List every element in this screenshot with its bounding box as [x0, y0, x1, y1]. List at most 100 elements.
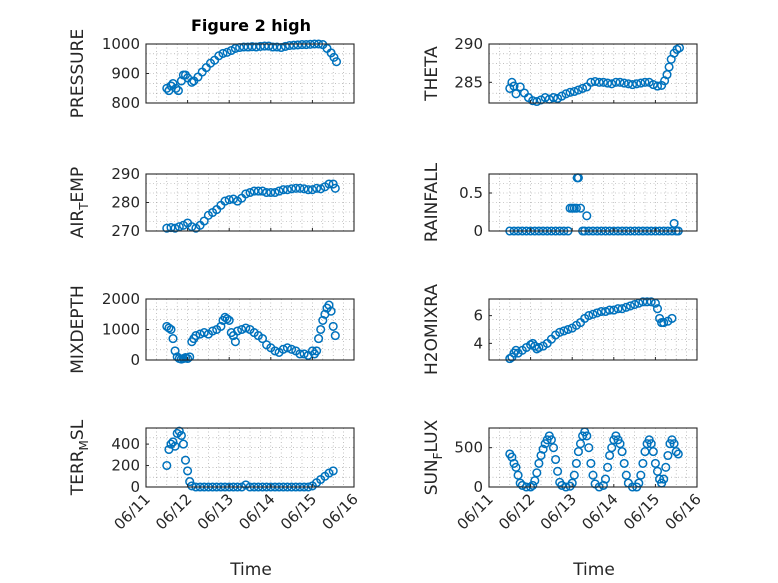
x-tick-label: 06/11 [454, 490, 497, 533]
data-point [573, 85, 583, 95]
data-point [185, 352, 195, 362]
y-axis-label: THETA [422, 46, 442, 102]
y-axis-label-main: AIR [68, 210, 88, 239]
y-axis-label-main: TERR [68, 450, 88, 496]
y-tick-label: 400 [111, 435, 140, 453]
data-point [282, 185, 292, 195]
y-axis-label-main: MIXDEPTH [68, 285, 88, 374]
y-axis-label: PRESSURE [68, 29, 88, 118]
data-point [168, 437, 178, 447]
data-point [257, 186, 268, 196]
data-point [648, 80, 658, 90]
data-point [299, 349, 309, 359]
data-point [295, 183, 305, 193]
data-point [307, 185, 317, 195]
data-point [299, 184, 309, 194]
data-point [180, 455, 191, 465]
data-point [174, 426, 184, 436]
y-tick-label: 270 [111, 222, 140, 240]
data-point [176, 430, 186, 441]
axes-frame [488, 173, 698, 232]
y-tick-label: 6 [473, 307, 483, 325]
panel-air-temp: 270 280 290 AIRTEMP [68, 165, 355, 240]
data-point [530, 476, 540, 486]
data-point [183, 353, 193, 364]
data-point [222, 314, 232, 324]
data-point [230, 337, 240, 347]
data-point [329, 52, 339, 62]
data-point [652, 304, 663, 314]
data-point [324, 300, 334, 310]
x-axis-label-left: Time [229, 560, 272, 580]
data-point [328, 321, 338, 331]
axes-frame [145, 427, 355, 488]
y-axis-label-tail: LUX [422, 419, 442, 452]
y-axis-label-main: PRESSURE [68, 29, 88, 118]
data-point [253, 186, 263, 196]
y-axis-label: RAINFALL [422, 162, 442, 242]
data-point [222, 47, 232, 57]
data-point [534, 342, 544, 353]
data-point [600, 306, 611, 317]
x-tick-label: 06/16 [662, 490, 705, 533]
data-point [605, 305, 615, 315]
data-point [314, 334, 324, 344]
data-point [324, 179, 334, 189]
data-point [266, 187, 276, 198]
data-point [621, 470, 631, 480]
data-point [646, 439, 656, 449]
data-point [636, 470, 646, 480]
data-point [170, 441, 180, 451]
data-point [578, 83, 588, 93]
data-point [511, 462, 521, 472]
data-point [241, 323, 251, 333]
y-tick-label: 280 [111, 194, 140, 212]
y-tick-label: 800 [111, 94, 140, 112]
y-tick-label: 200 [111, 457, 140, 475]
data-point [659, 318, 669, 328]
data-point [553, 466, 563, 476]
data-point [584, 311, 594, 321]
data-point [528, 96, 538, 106]
y-tick-label: 4 [473, 334, 483, 352]
data-point [625, 301, 635, 311]
data-point [588, 309, 598, 319]
data-point [609, 305, 619, 315]
x-tick-label: 06/16 [319, 490, 362, 533]
data-point [295, 349, 305, 359]
data-point [652, 81, 663, 91]
data-point [168, 334, 178, 344]
data-point [199, 216, 209, 226]
data-point [264, 41, 274, 51]
data-point [555, 327, 565, 337]
data-point [617, 304, 627, 314]
y-axis-label: MIXDEPTH [68, 285, 88, 374]
data-point [515, 82, 525, 92]
data-point [170, 346, 180, 356]
data-point [603, 462, 613, 472]
data-point [551, 454, 561, 465]
data-point [646, 297, 656, 307]
data-point [667, 313, 677, 323]
data-point [208, 326, 218, 336]
data-point [615, 77, 625, 87]
data-point [262, 187, 272, 198]
data-point [661, 462, 671, 472]
y-tick-label: 900 [111, 65, 140, 83]
data-point [287, 344, 297, 354]
data-point [630, 299, 640, 310]
data-point [586, 458, 596, 468]
data-point [331, 57, 342, 67]
data-point [318, 315, 328, 325]
data-point [526, 340, 536, 350]
data-point [513, 470, 523, 480]
x-tick-label: 06/15 [620, 490, 663, 533]
x-tick-label: 06/14 [578, 490, 621, 533]
data-point [517, 480, 527, 490]
data-point [282, 343, 292, 353]
data-point [538, 444, 548, 454]
data-point [615, 439, 625, 449]
data-point [659, 474, 669, 484]
data-point [245, 187, 255, 198]
data-point [312, 183, 322, 193]
